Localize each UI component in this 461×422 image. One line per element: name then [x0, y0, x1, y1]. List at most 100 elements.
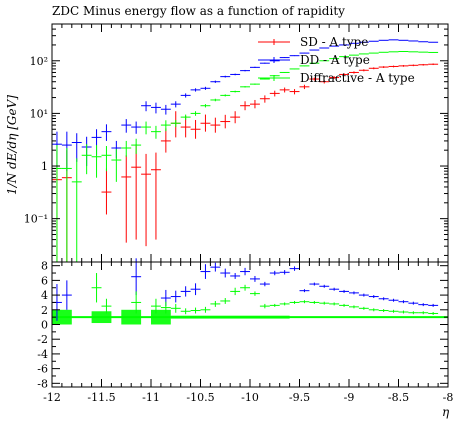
main-s1-point: [141, 101, 151, 112]
ratio-s0-point: [339, 289, 349, 293]
main-s0-point: [151, 152, 161, 240]
ratio-s1-point: [250, 291, 260, 296]
ratio-s0-point: [299, 289, 310, 293]
main-s1-point: [299, 52, 310, 54]
ratio-s0-point: [180, 286, 191, 297]
y-axis-label: 1/N dE/dη [GeV]: [5, 95, 19, 195]
ratio-s1-point: [151, 298, 161, 314]
main-s1-point: [101, 124, 112, 141]
ratio-s1-point: [91, 273, 102, 303]
main-s2-point: [52, 145, 62, 262]
ratio-s0-point: [428, 303, 439, 307]
ratio-y-tick-label: 4: [41, 289, 48, 302]
main-s0-point: [349, 71, 359, 74]
main-s1-point: [279, 57, 290, 59]
main-s2-point: [250, 83, 260, 85]
main-s2-point: [230, 90, 241, 93]
ratio-s1-point: [368, 308, 379, 312]
ratio-plot-axes: 86 4 2 0-2 -4 -6-8: [37, 260, 449, 390]
ratio-s1-point: [299, 300, 310, 304]
ratio-s0-point: [259, 281, 270, 287]
ratio-s0-point: [378, 297, 389, 301]
ratio-y-tick-label: -8: [37, 377, 48, 390]
ratio-s1-point: [200, 306, 211, 313]
main-s0-point: [339, 73, 349, 76]
ratio-s1-point: [279, 302, 290, 306]
main-s0-point: [141, 153, 151, 247]
x-tick-labels: -12 -11.5 -11 -10.5 -10 -9.5 -9 -8.5 -8: [43, 391, 453, 404]
main-s0-point: [368, 67, 379, 70]
y-tick-label: 1: [41, 160, 48, 173]
main-s1-point: [71, 133, 82, 162]
main-s2-point: [81, 144, 92, 175]
ratio-y-tick-label: 8: [41, 260, 48, 273]
ratio-s1-point: [220, 298, 231, 304]
ratio-s1-point: [329, 302, 340, 306]
main-s2-point: [289, 68, 300, 70]
ratio-plot-marks: [52, 258, 448, 325]
main-s2-point: [180, 114, 191, 120]
legend: SD - A type DD - A type Diffractive - A ty…: [258, 35, 415, 85]
main-s1-point: [240, 69, 250, 72]
ratio-s1-point: [309, 300, 320, 304]
main-s1-point: [200, 86, 211, 90]
main-s2-point: [121, 140, 132, 157]
y-tick-label: 10²: [30, 55, 48, 68]
chart-title: ZDC Minus energy flow as a function of r…: [52, 4, 345, 18]
x-tick-label: -10: [241, 391, 259, 404]
ratio-s1-point: [388, 309, 399, 313]
main-plot-marks: [52, 39, 439, 262]
ratio-s0-point: [250, 275, 260, 282]
main-s2-point: [279, 71, 290, 73]
main-s2-point: [210, 98, 221, 102]
ratio-s0-point: [309, 282, 320, 286]
ratio-s1-point: [378, 309, 389, 312]
ratio-s1-point: [398, 310, 409, 314]
ratio-s0-point: [269, 270, 280, 276]
ratio-s0-point: [398, 300, 409, 304]
ratio-s0-point: [418, 303, 429, 307]
main-s0-point: [279, 87, 290, 93]
main-s0-point: [398, 65, 409, 67]
main-s0-point: [121, 155, 132, 243]
main-s2-point: [269, 75, 280, 77]
ratio-s0-point: [190, 283, 201, 296]
x-tick-label: -11.5: [87, 391, 115, 404]
main-s2-point: [309, 62, 320, 64]
ratio-y-tick-label: -2: [37, 333, 48, 346]
main-s0-point: [358, 69, 369, 72]
main-s2-point: [240, 86, 250, 88]
main-s0-point: [230, 111, 241, 124]
ratio-s0-point: [388, 298, 399, 302]
ratio-s0-point: [408, 301, 419, 305]
main-s2-point: [160, 120, 171, 132]
ratio-s0-point: [358, 293, 369, 297]
main-s2-point: [91, 145, 102, 178]
main-s2-point: [141, 121, 151, 135]
ratio-s0-point: [319, 284, 330, 288]
ratio-s1-point: [408, 311, 419, 315]
main-s1-point: [289, 55, 300, 57]
ratio-y-tick-label: -4: [37, 348, 48, 361]
main-s0-point: [329, 76, 340, 80]
main-s1-point: [319, 47, 330, 49]
ratio-panel: 86 4 2 0-2 -4 -6-8: [37, 258, 449, 390]
legend-entry: SD - A type: [258, 35, 368, 49]
main-s0-point: [259, 95, 270, 103]
main-s0-point: [408, 64, 419, 67]
main-s2-point: [61, 148, 72, 262]
main-s1-point: [170, 101, 181, 108]
x-tick-label: -9: [344, 391, 355, 404]
ratio-s0-point: [279, 270, 290, 275]
main-plot-axes: 10⁻¹ 1 10¹ 10²: [24, 23, 449, 263]
main-s1-point: [131, 121, 142, 134]
ratio-s0-point: [289, 266, 300, 271]
ratio-s0-point: [329, 287, 340, 291]
x-tick-label: -12: [43, 391, 61, 404]
ratio-s0-point: [210, 262, 221, 272]
ratio-y-tick-label: -6: [37, 363, 48, 376]
main-s1-point: [121, 119, 132, 133]
x-tick-label: -10.5: [186, 391, 214, 404]
ratio-s0-point: [368, 295, 379, 299]
